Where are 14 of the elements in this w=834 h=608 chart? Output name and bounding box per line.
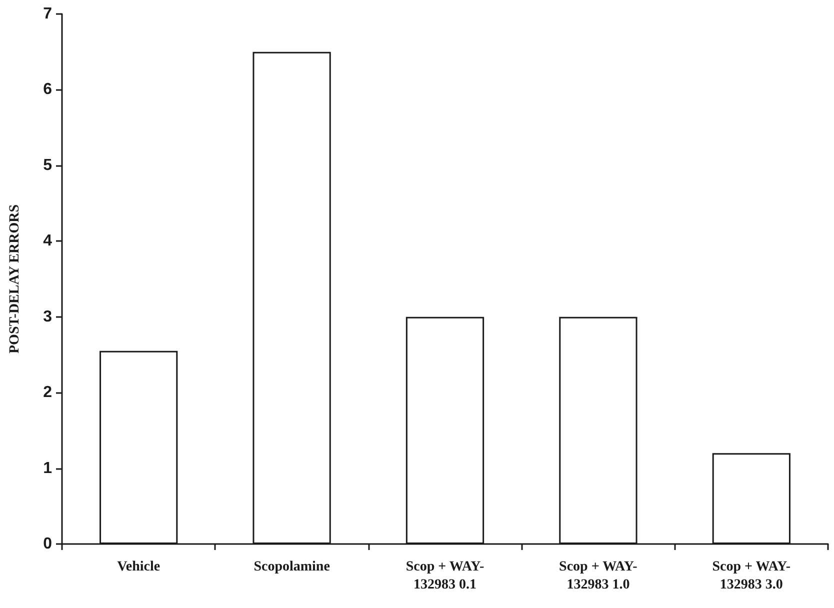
y-tick-label: 5 [43,156,52,174]
y-tick-label: 3 [43,308,52,326]
x-tick-label: Vehicle [117,560,160,574]
y-tick-label: 4 [43,232,52,250]
x-tick-label: Scopolamine [254,560,330,574]
y-tick-label: 7 [43,6,52,22]
x-tick-label: Scop + WAY- 132983 3.0 [712,560,791,592]
y-tick-label: 6 [43,81,52,98]
y-tick-label: 0 [43,536,52,552]
y-axis-title: POST-DELAY ERRORS [8,204,22,354]
x-tick-label: Scop + WAY- 132983 0.1 [406,560,484,592]
y-tick-label: 1 [43,460,52,477]
y-tick-label: 2 [43,384,52,402]
x-tick-label: Scop + WAY- 132983 1.0 [559,560,638,592]
